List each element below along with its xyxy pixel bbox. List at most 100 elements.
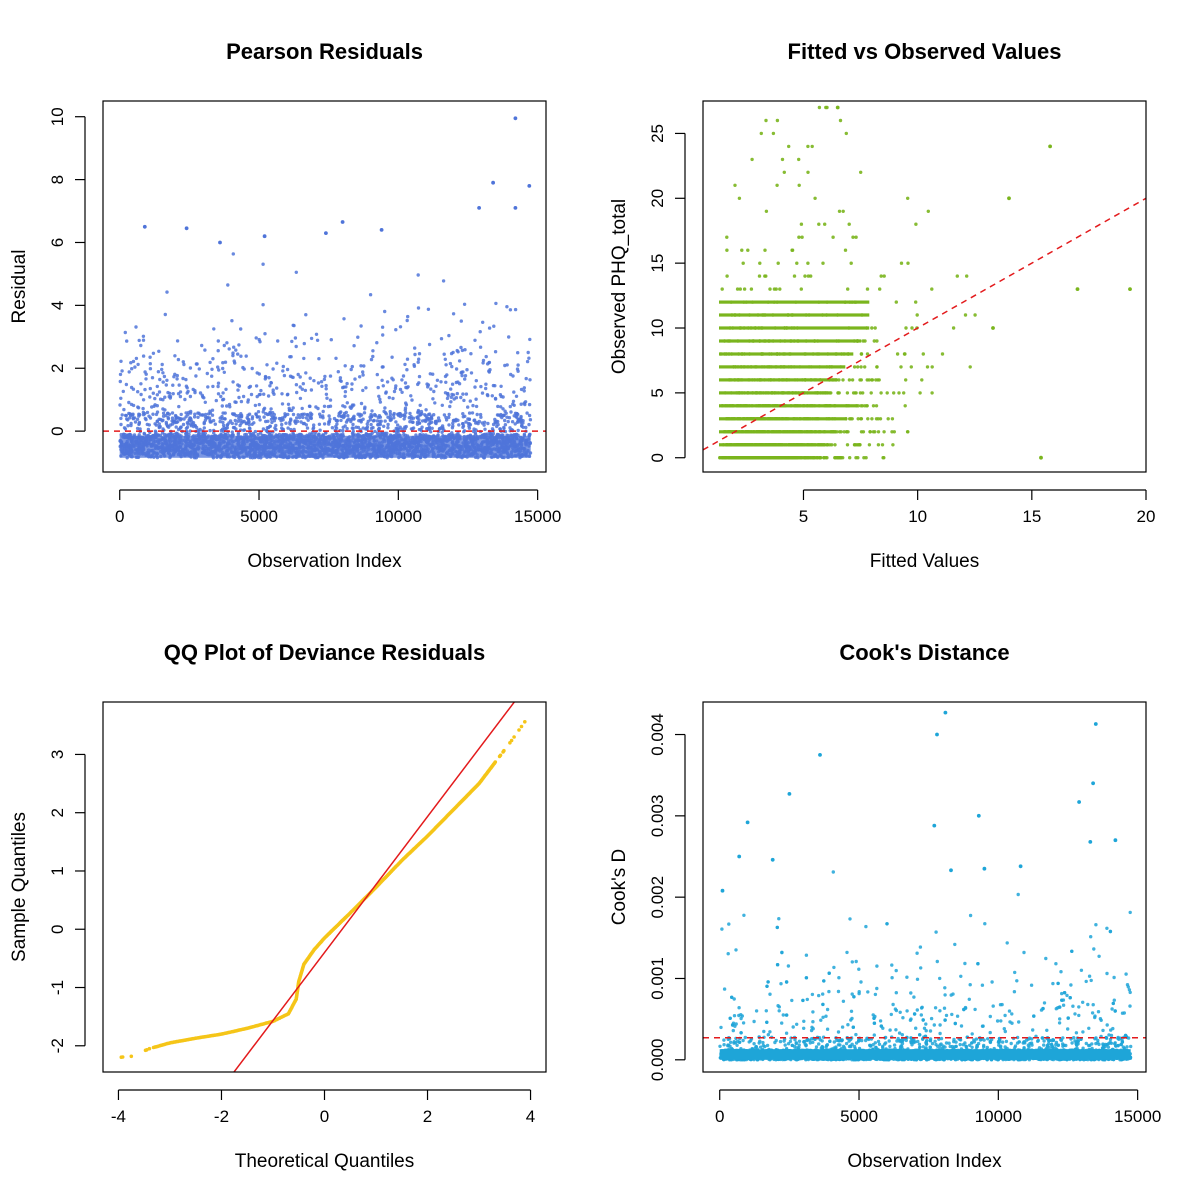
data-point — [829, 391, 833, 395]
data-point — [181, 376, 185, 381]
data-point — [213, 422, 217, 426]
data-point — [171, 383, 175, 387]
data-point — [528, 337, 532, 342]
data-point — [462, 302, 467, 306]
data-point — [451, 421, 455, 425]
data-point — [473, 338, 477, 342]
data-point — [237, 416, 241, 420]
data-point — [250, 415, 255, 419]
data-point — [515, 432, 519, 437]
data-point — [176, 357, 181, 362]
data-point — [292, 427, 296, 432]
data-point — [259, 388, 263, 393]
data-point — [134, 356, 139, 361]
data-point — [848, 456, 852, 460]
data-point — [470, 411, 475, 415]
data-point — [245, 416, 249, 420]
data-point — [205, 371, 209, 376]
data-point — [261, 303, 265, 307]
data-point — [136, 390, 140, 394]
data-point — [787, 144, 791, 149]
data-point — [371, 354, 375, 359]
data-point — [148, 355, 152, 359]
data-point — [208, 360, 212, 365]
data-point — [338, 378, 342, 383]
y-tick-label: 10 — [48, 107, 67, 126]
data-point — [837, 456, 841, 460]
data-point — [508, 426, 512, 430]
data-point — [139, 392, 143, 397]
data-point — [157, 390, 162, 394]
data-point — [400, 413, 405, 417]
data-point — [463, 377, 467, 381]
data-point — [178, 426, 182, 431]
data-point — [151, 412, 155, 416]
data-point — [861, 391, 865, 395]
data-point — [377, 394, 381, 398]
data-point — [441, 279, 446, 283]
data-point — [838, 118, 843, 123]
data-point — [749, 287, 754, 291]
data-point — [396, 412, 400, 416]
reference-line — [703, 197, 1146, 451]
data-point — [200, 393, 204, 397]
data-point — [328, 374, 333, 378]
data-point — [231, 252, 235, 256]
data-point — [224, 387, 228, 391]
data-point — [298, 433, 302, 437]
data-point — [426, 427, 430, 431]
data-point — [914, 300, 918, 304]
data-point — [973, 313, 977, 317]
chart-title: Pearson Residuals — [226, 39, 423, 64]
data-point — [373, 429, 377, 434]
data-point — [940, 352, 945, 356]
data-point — [212, 431, 216, 435]
data-point — [138, 427, 142, 431]
data-point — [188, 416, 192, 420]
dense-point-row — [719, 300, 870, 304]
data-point — [416, 408, 421, 413]
data-point — [223, 417, 227, 421]
data-point — [228, 419, 233, 423]
data-point — [850, 378, 855, 382]
data-point — [876, 443, 881, 447]
data-point — [283, 413, 288, 418]
data-point — [407, 416, 411, 420]
y-tick-label: 5 — [648, 388, 667, 397]
data-point — [383, 309, 387, 314]
data-point — [253, 429, 258, 434]
data-point — [304, 313, 308, 317]
data-point — [193, 412, 197, 416]
data-point — [316, 381, 321, 385]
data-point — [859, 170, 863, 174]
data-point — [329, 338, 333, 342]
data-point — [821, 261, 825, 265]
data-point — [178, 394, 183, 399]
data-point — [725, 274, 729, 278]
data-point — [322, 404, 327, 408]
data-point — [163, 395, 167, 399]
highlighted-point — [340, 220, 345, 224]
data-point — [361, 388, 365, 393]
data-point — [481, 358, 486, 363]
data-point — [188, 394, 193, 399]
data-point — [236, 419, 240, 423]
data-point — [425, 416, 429, 420]
data-point — [274, 427, 278, 432]
data-point — [509, 410, 513, 414]
data-point — [508, 308, 513, 312]
data-point — [343, 394, 347, 398]
data-point — [285, 393, 290, 397]
data-point — [417, 357, 421, 361]
data-point — [127, 370, 131, 374]
data-point — [775, 183, 779, 187]
data-point — [151, 351, 156, 355]
data-point — [314, 332, 319, 336]
dense-point-row — [719, 313, 870, 317]
data-point — [137, 338, 141, 343]
data-point — [221, 361, 225, 365]
data-point — [202, 420, 206, 425]
data-point — [460, 373, 464, 378]
data-point — [133, 365, 137, 369]
data-point — [361, 426, 365, 430]
